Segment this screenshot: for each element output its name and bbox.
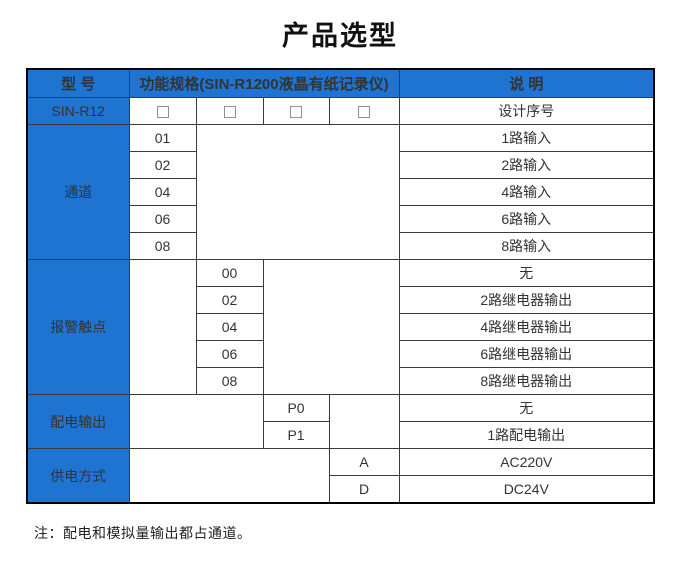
code-cell: P1 [262, 421, 330, 449]
code-cell: 04 [128, 178, 197, 206]
section-label-alarm: 报警触点 [26, 259, 130, 395]
model-row: SIN-R12 设计序号 [26, 97, 655, 125]
table-row: 08 8路继电器输出 [27, 367, 655, 395]
table-row: 08 8路输入 [27, 232, 655, 260]
desc-cell: 无 [398, 259, 655, 287]
code-cell: A [328, 448, 400, 476]
desc-cell: 4路输入 [398, 178, 655, 206]
table-row: 04 4路输入 [27, 178, 655, 206]
page-title: 产品选型 [282, 21, 398, 51]
checkbox-cell [328, 97, 400, 125]
header-description-cell: 说 明 [398, 68, 655, 98]
empty-cell [128, 448, 330, 504]
code-cell: 02 [195, 286, 264, 314]
table-row: 02 2路继电器输出 [27, 286, 655, 314]
header-spec-cell: 功能规格(SIN-R1200液晶有纸记录仪) [128, 68, 400, 98]
code-cell: 02 [128, 151, 197, 179]
code-cell: 06 [128, 205, 197, 233]
section-label-distribution: 配电输出 [26, 394, 130, 449]
table-row: 04 4路继电器输出 [27, 313, 655, 341]
table-row: 通道 01 1路输入 [26, 124, 655, 260]
desc-cell: 6路继电器输出 [398, 340, 655, 368]
empty-cell [328, 394, 400, 449]
table-row: 06 6路输入 [27, 205, 655, 233]
checkbox-icon[interactable] [223, 106, 236, 119]
desc-cell: DC24V [398, 475, 655, 504]
desc-cell: 设计序号 [398, 97, 655, 125]
checkbox-cell [262, 97, 330, 125]
checkbox-icon[interactable] [156, 106, 169, 119]
model-name-cell: SIN-R12 [26, 97, 130, 125]
code-cell: 00 [195, 259, 264, 287]
empty-cell [128, 259, 197, 395]
code-cell: 06 [195, 340, 264, 368]
code-cell: 08 [128, 232, 197, 260]
desc-cell: 8路输入 [398, 232, 655, 260]
desc-cell: 1路配电输出 [398, 421, 655, 449]
desc-cell: 2路输入 [398, 151, 655, 179]
empty-cell [128, 394, 264, 449]
desc-cell: 8路继电器输出 [398, 367, 655, 395]
table-row: 02 2路输入 [27, 151, 655, 179]
header-model-cell: 型 号 [26, 68, 130, 98]
product-selection-table: 型 号 功能规格(SIN-R1200液晶有纸记录仪) 说 明 SIN-R12 设… [26, 68, 656, 504]
table-row: D DC24V [27, 475, 655, 504]
table-header-row: 型 号 功能规格(SIN-R1200液晶有纸记录仪) 说 明 [26, 68, 655, 98]
code-cell: 08 [195, 367, 264, 395]
table-row: 供电方式 A AC220V [26, 448, 655, 504]
code-cell: 01 [128, 124, 197, 152]
desc-cell: 2路继电器输出 [398, 286, 655, 314]
checkbox-cell [195, 97, 264, 125]
desc-cell: 6路输入 [398, 205, 655, 233]
section-label-power: 供电方式 [26, 448, 130, 504]
desc-cell: AC220V [398, 448, 655, 476]
code-cell: D [328, 475, 400, 504]
table-row: 配电输出 P0 无 [26, 394, 655, 449]
desc-cell: 1路输入 [398, 124, 655, 152]
empty-cell [262, 259, 400, 395]
page: 产品选型 型 号 功能规格(SIN-R1200液晶有纸记录仪) 说 明 SIN-… [0, 16, 680, 543]
table-row: 报警触点 00 无 [26, 259, 655, 395]
desc-cell: 无 [398, 394, 655, 422]
checkbox-cell [128, 97, 197, 125]
code-cell: 04 [195, 313, 264, 341]
desc-cell: 4路继电器输出 [398, 313, 655, 341]
table-row: 06 6路继电器输出 [27, 340, 655, 368]
empty-cell [195, 124, 400, 260]
code-cell: P0 [262, 394, 330, 422]
section-label-channel: 通道 [26, 124, 130, 260]
note-text: 注：配电和模拟量输出都占通道。 [34, 525, 252, 541]
checkbox-icon[interactable] [358, 106, 370, 119]
checkbox-icon[interactable] [290, 106, 302, 119]
